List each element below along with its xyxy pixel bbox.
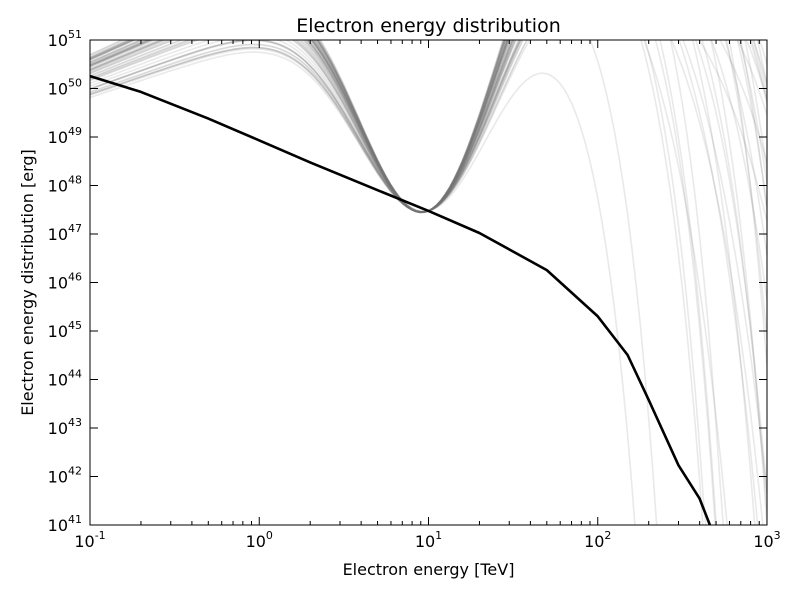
tick-base: 10 bbox=[48, 516, 68, 535]
y-tick-label: 1045 bbox=[48, 319, 82, 341]
sample-line bbox=[90, 40, 718, 525]
tick-exponent: 49 bbox=[68, 125, 82, 138]
tick-exponent: 46 bbox=[68, 271, 82, 284]
y-tick-label: 1048 bbox=[48, 174, 82, 196]
y-tick-label: 1043 bbox=[48, 416, 82, 438]
tick-base: 10 bbox=[48, 128, 68, 147]
tick-base: 10 bbox=[415, 532, 435, 551]
x-tick-labels: 10-1 100 101 102 103 bbox=[74, 529, 780, 551]
x-tick-label: 102 bbox=[584, 529, 611, 551]
tick-exponent: 1 bbox=[435, 529, 442, 542]
sample-line bbox=[90, 40, 658, 525]
tick-exponent: 41 bbox=[68, 513, 82, 526]
tick-exponent: 47 bbox=[68, 222, 82, 235]
x-tick-label: 100 bbox=[246, 529, 273, 551]
tick-exponent: 48 bbox=[68, 174, 82, 187]
tick-base: 10 bbox=[246, 532, 266, 551]
tick-base: 10 bbox=[48, 371, 68, 390]
tick-base: 10 bbox=[48, 80, 68, 99]
sample-line bbox=[90, 40, 756, 525]
sample-line bbox=[90, 40, 728, 525]
y-tick-label: 1042 bbox=[48, 465, 82, 487]
y-tick-label: 1041 bbox=[48, 513, 82, 535]
tick-exponent: 45 bbox=[68, 319, 82, 332]
y-axis-label: Electron energy distribution [erg] bbox=[18, 149, 37, 416]
y-tick-labels: 1041104210431044104510461047104810491050… bbox=[48, 28, 82, 535]
tick-exponent: 51 bbox=[68, 28, 82, 41]
sample-line bbox=[90, 44, 636, 525]
x-tick-label: 103 bbox=[753, 529, 780, 551]
tick-base: 10 bbox=[48, 419, 68, 438]
tick-exponent: 44 bbox=[68, 368, 82, 381]
x-tick-label: 101 bbox=[415, 529, 442, 551]
sample-line bbox=[90, 40, 716, 525]
y-tick-label: 1050 bbox=[48, 77, 82, 99]
axis-ticks bbox=[89, 39, 768, 526]
y-tick-label: 1051 bbox=[48, 28, 82, 50]
y-tick-label: 1047 bbox=[48, 222, 82, 244]
tick-exponent: -1 bbox=[95, 529, 106, 542]
tick-exponent: 3 bbox=[774, 529, 781, 542]
tick-exponent: 2 bbox=[604, 529, 611, 542]
tick-exponent: 43 bbox=[68, 416, 82, 429]
sample-line bbox=[90, 40, 725, 525]
tick-base: 10 bbox=[48, 225, 68, 244]
x-axis-label: Electron energy [TeV] bbox=[343, 560, 515, 579]
tick-base: 10 bbox=[48, 468, 68, 487]
best-fit-line bbox=[90, 74, 712, 525]
tick-base: 10 bbox=[48, 322, 68, 341]
y-tick-label: 1046 bbox=[48, 271, 82, 293]
x-tick-label: 10-1 bbox=[74, 529, 105, 551]
tick-base: 10 bbox=[584, 532, 604, 551]
y-tick-label: 1049 bbox=[48, 125, 82, 147]
tick-base: 10 bbox=[48, 31, 68, 50]
tick-base: 10 bbox=[48, 177, 68, 196]
tick-base: 10 bbox=[48, 274, 68, 293]
tick-base: 10 bbox=[753, 532, 773, 551]
tick-base: 10 bbox=[74, 532, 94, 551]
chart-title: Electron energy distribution bbox=[296, 15, 561, 37]
tick-exponent: 42 bbox=[68, 465, 82, 478]
tick-exponent: 0 bbox=[266, 529, 273, 542]
y-tick-label: 1044 bbox=[48, 368, 82, 390]
best-fit-line-group bbox=[90, 74, 712, 525]
tick-exponent: 50 bbox=[68, 77, 82, 90]
